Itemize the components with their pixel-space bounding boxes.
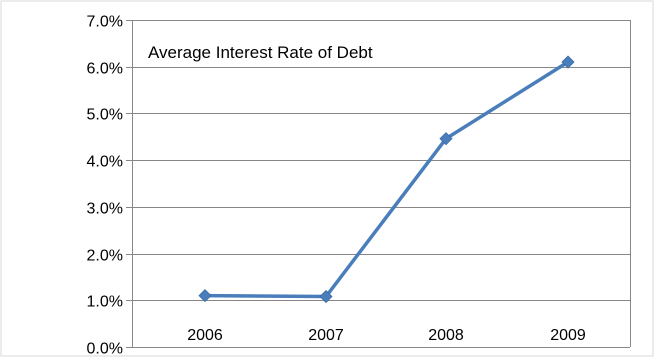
y-tick-labels: 0.0% 1.0% 2.0% 3.0% 4.0% 5.0% 6.0% 7.0% — [87, 14, 123, 357]
y-tick-label: 6.0% — [87, 61, 123, 78]
y-tick-label: 4.0% — [87, 154, 123, 171]
data-point-marker — [561, 55, 575, 69]
chart-title: Average Interest Rate of Debt — [148, 43, 373, 62]
data-point-marker — [319, 289, 333, 304]
y-tick-label: 2.0% — [87, 248, 123, 265]
y-tick-label: 5.0% — [87, 107, 123, 124]
x-tick-labels: 2006 2007 2008 2009 — [187, 327, 586, 344]
series-line — [204, 60, 569, 299]
series-layer — [198, 55, 575, 304]
x-tick-label: 2007 — [308, 327, 344, 344]
y-tick-label: 7.0% — [87, 14, 123, 31]
data-point-marker — [439, 132, 453, 146]
x-tick-label: 2006 — [187, 327, 223, 344]
y-tick-label: 0.0% — [87, 341, 123, 357]
gridlines — [126, 20, 630, 348]
x-tick-label: 2009 — [550, 327, 586, 344]
data-point-marker — [198, 289, 212, 303]
y-tick-label: 3.0% — [87, 201, 123, 218]
y-tick-label: 1.0% — [87, 294, 123, 311]
axes — [132, 20, 631, 347]
x-tick-label: 2008 — [428, 327, 464, 344]
